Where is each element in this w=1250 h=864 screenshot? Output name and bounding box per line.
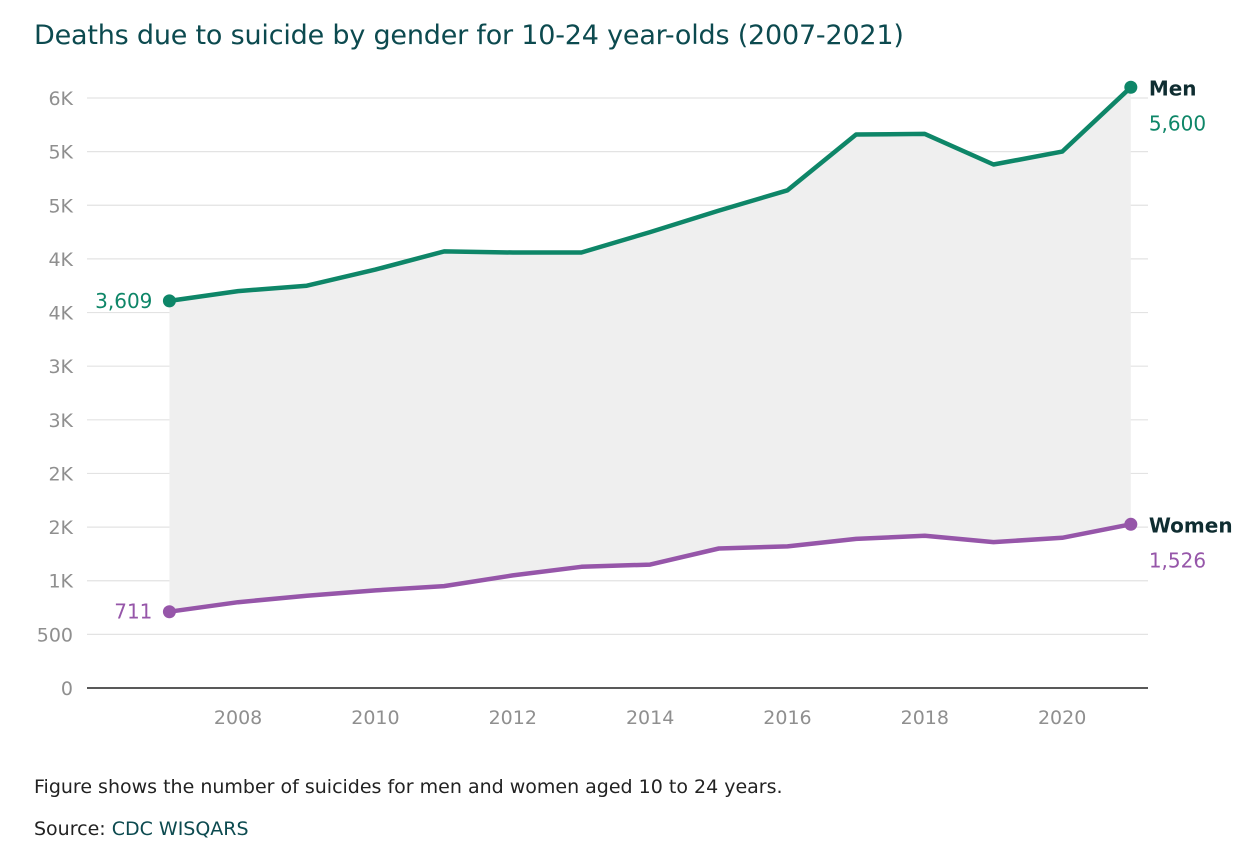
start-point-men [162,294,176,308]
y-tick-label: 0 [61,678,73,700]
x-tick-label: 2018 [901,707,949,729]
y-tick-label: 500 [37,624,73,646]
series-line-men [167,85,1134,304]
start-point-women [162,605,176,619]
end-point-women [1124,517,1138,531]
series-labels: 3,609 Men 5,600 711 Women 1,526 [95,76,1232,623]
x-axis-tick-labels: 2008 2010 2012 2014 2016 2018 2020 [214,707,1086,729]
series-name-label-women: Women [1149,513,1233,537]
y-tick-label: 4K [48,249,73,271]
x-tick-label: 2014 [626,707,674,729]
end-value-label-men: 5,600 [1149,111,1206,135]
series-name-label-men: Men [1149,76,1197,100]
y-tick-label: 1K [48,571,73,593]
y-tick-label: 2K [48,463,73,485]
figure-note: Figure shows the number of suicides for … [34,776,783,798]
y-tick-label: 3K [48,410,73,432]
source-line: Source: CDC WISQARS [34,818,249,840]
x-tick-label: 2008 [214,707,262,729]
end-point-men [1124,80,1138,94]
x-tick-label: 2010 [351,707,399,729]
y-tick-label: 2K [48,517,73,539]
start-value-label-women: 711 [114,600,152,624]
chart-title: Deaths due to suicide by gender for 10-2… [34,20,904,51]
range-area [169,87,1131,612]
series-line-women [167,522,1134,614]
x-tick-label: 2016 [763,707,811,729]
y-tick-label: 3K [48,356,73,378]
y-tick-label: 6K [48,88,73,110]
y-tick-label: 4K [48,303,73,325]
source-prefix: Source: [34,818,112,840]
shaded-range-area [169,87,1131,612]
y-axis-tick-labels: 0 500 1K 2K 2K 3K 3K 4K 4K 5K 5K 6K [37,88,74,700]
y-tick-label: 5K [48,195,73,217]
source-link[interactable]: CDC WISQARS [111,818,249,840]
x-tick-label: 2012 [489,707,537,729]
y-tick-label: 5K [48,142,73,164]
start-value-label-men: 3,609 [95,289,152,313]
series-lines [162,80,1138,619]
end-value-label-women: 1,526 [1149,548,1206,572]
x-tick-label: 2020 [1038,707,1086,729]
